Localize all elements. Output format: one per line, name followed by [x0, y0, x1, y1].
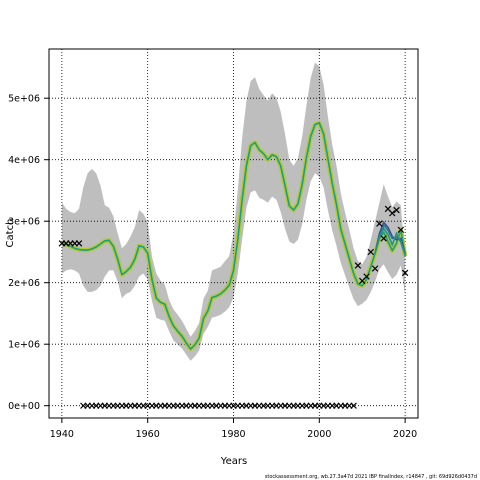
observation-point [397, 226, 405, 234]
y-tick-label: 1e+06 [8, 340, 40, 351]
estimate-lines [60, 120, 408, 352]
observation-point [354, 262, 362, 269]
observation-point [367, 248, 375, 256]
observation-point [389, 209, 396, 217]
recent-estimate-line [374, 227, 406, 256]
observation-point [393, 206, 400, 214]
recent-estimate-line [374, 220, 406, 254]
observation-point [350, 402, 357, 409]
observation-point [371, 265, 379, 272]
band-area [61, 62, 406, 361]
x-tick-label: 1940 [50, 429, 74, 440]
footer-text: stockassessment.org, wb.27.3a47d 2021 IB… [265, 474, 477, 480]
y-axis-title: Catch [5, 219, 16, 248]
x-tick-label: 1980 [221, 429, 245, 440]
observation-point [376, 220, 383, 227]
y-tick-label: 2e+06 [8, 278, 40, 289]
observation-markers [58, 205, 409, 409]
confidence-band [61, 62, 406, 361]
observation-point [380, 235, 387, 242]
x-tick-label: 2000 [307, 429, 331, 440]
observation-point [75, 240, 83, 247]
y-tick-label: 0e+00 [8, 401, 40, 412]
x-tick-label: 2020 [393, 429, 417, 440]
axes: 1940 1960 1980 2000 2020 0e+00 1e+06 2e+06 3e+06… [8, 94, 417, 440]
x-tick-label: 1960 [136, 429, 160, 440]
y-tick-label: 5e+06 [8, 94, 40, 105]
y-tick-label: 3e+06 [8, 217, 40, 228]
observation-point [363, 273, 370, 280]
x-axis-title: Years [220, 456, 247, 467]
estimate-line [61, 122, 406, 350]
observation-point [401, 269, 409, 277]
y-tick-label: 4e+06 [8, 155, 40, 166]
